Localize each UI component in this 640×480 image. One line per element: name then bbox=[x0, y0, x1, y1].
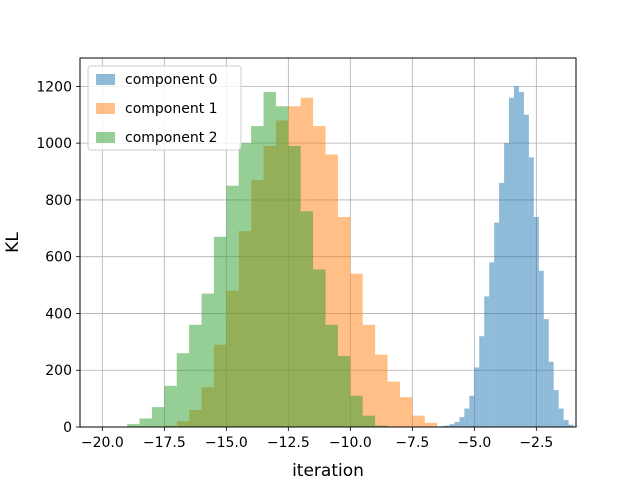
x-tick-label: −2.5 bbox=[519, 435, 553, 451]
histogram-bar bbox=[538, 270, 544, 427]
histogram-bar bbox=[350, 273, 363, 427]
histogram-bar bbox=[444, 425, 450, 427]
histogram-bar bbox=[151, 407, 165, 427]
histogram-bar bbox=[568, 424, 574, 427]
histogram-bar bbox=[479, 336, 485, 427]
histogram-bar bbox=[213, 236, 227, 427]
histogram-bar bbox=[189, 324, 202, 427]
y-axis-label: KL bbox=[3, 232, 23, 253]
legend-entry-label: component 2 bbox=[125, 130, 218, 146]
histogram-bar bbox=[449, 424, 455, 427]
histogram-bar bbox=[484, 296, 490, 427]
x-tick-label: −12.5 bbox=[267, 435, 310, 451]
histogram-bar bbox=[201, 293, 214, 427]
histogram-bar bbox=[454, 421, 460, 427]
histogram-bar bbox=[412, 415, 425, 427]
y-tick-label: 1200 bbox=[36, 79, 72, 95]
histogram-bar bbox=[350, 395, 363, 427]
histogram-bar bbox=[337, 356, 351, 427]
histogram-bar bbox=[325, 324, 338, 427]
histogram-bar bbox=[518, 92, 524, 428]
x-tick-label: −10.0 bbox=[329, 435, 372, 451]
histogram-bar bbox=[459, 417, 465, 427]
x-axis: −20.0 −17.5 −15.0 −12.5 −10.0 −7.5 −5.0 −2.5 bbox=[81, 427, 553, 451]
histogram-bar bbox=[563, 419, 569, 427]
histogram-bar bbox=[375, 354, 388, 427]
legend: component 0 component 1 component 2 bbox=[87, 65, 242, 151]
y-tick-label: 400 bbox=[45, 306, 72, 322]
histogram-bar bbox=[543, 319, 549, 427]
histogram-bar bbox=[226, 185, 239, 427]
histogram-bar bbox=[288, 145, 301, 427]
histogram-bar bbox=[523, 114, 529, 428]
histogram-bar bbox=[424, 422, 438, 427]
histogram-bars bbox=[127, 86, 579, 428]
histogram-bar bbox=[528, 157, 534, 427]
histogram-bar bbox=[489, 262, 495, 427]
y-tick-label: 600 bbox=[45, 250, 72, 266]
legend-swatch bbox=[96, 74, 115, 85]
histogram-bar bbox=[469, 395, 475, 427]
histogram-bar bbox=[533, 216, 539, 427]
histogram-bar bbox=[499, 182, 505, 427]
histogram-bar bbox=[251, 126, 264, 427]
legend-entry-label: component 1 bbox=[125, 101, 218, 117]
y-tick-label: 0 bbox=[63, 420, 72, 436]
plot-frame bbox=[79, 57, 577, 428]
x-tick-label: −7.5 bbox=[395, 435, 429, 451]
histogram-bar bbox=[509, 97, 514, 427]
legend-swatch bbox=[96, 103, 115, 114]
x-tick-label: −15.0 bbox=[205, 435, 248, 451]
histogram-bar bbox=[164, 385, 177, 427]
histogram-bar bbox=[238, 143, 252, 427]
histogram-bar bbox=[553, 390, 559, 427]
histogram-bar bbox=[139, 418, 152, 427]
histogram-bar bbox=[387, 381, 400, 427]
histogram-bar bbox=[494, 222, 500, 427]
y-tick-label: 800 bbox=[45, 193, 72, 209]
histogram-bar bbox=[548, 361, 554, 427]
histogram-bar bbox=[300, 211, 314, 427]
histogram-bar bbox=[263, 92, 276, 428]
legend-swatch bbox=[96, 132, 115, 143]
histogram-bar bbox=[176, 353, 190, 427]
legend-box bbox=[87, 65, 242, 151]
x-tick-label: −5.0 bbox=[457, 435, 491, 451]
histogram-bar bbox=[275, 106, 289, 427]
histogram-bar bbox=[313, 269, 326, 427]
histogram-bar bbox=[474, 367, 480, 427]
histogram-bar bbox=[127, 424, 140, 427]
y-axis: 0 200 400 600 800 1000 1200 bbox=[36, 79, 80, 436]
histogram-bar bbox=[362, 415, 376, 427]
x-tick-label: −17.5 bbox=[143, 435, 186, 451]
histogram-bar bbox=[504, 143, 510, 427]
histogram-bar bbox=[558, 408, 564, 427]
histogram-bar bbox=[464, 408, 470, 427]
histogram-bar bbox=[399, 397, 413, 427]
y-tick-label: 200 bbox=[45, 363, 72, 379]
legend-entry-label: component 0 bbox=[125, 72, 218, 88]
series-0-bars bbox=[434, 86, 579, 428]
histogram-bar bbox=[514, 86, 519, 427]
series-2-bars bbox=[127, 92, 388, 428]
x-tick-label: −20.0 bbox=[81, 435, 124, 451]
histogram-bar bbox=[362, 324, 376, 427]
y-tick-label: 1000 bbox=[36, 136, 72, 152]
x-axis-label: iteration bbox=[292, 461, 364, 480]
histogram-bar bbox=[375, 425, 388, 427]
